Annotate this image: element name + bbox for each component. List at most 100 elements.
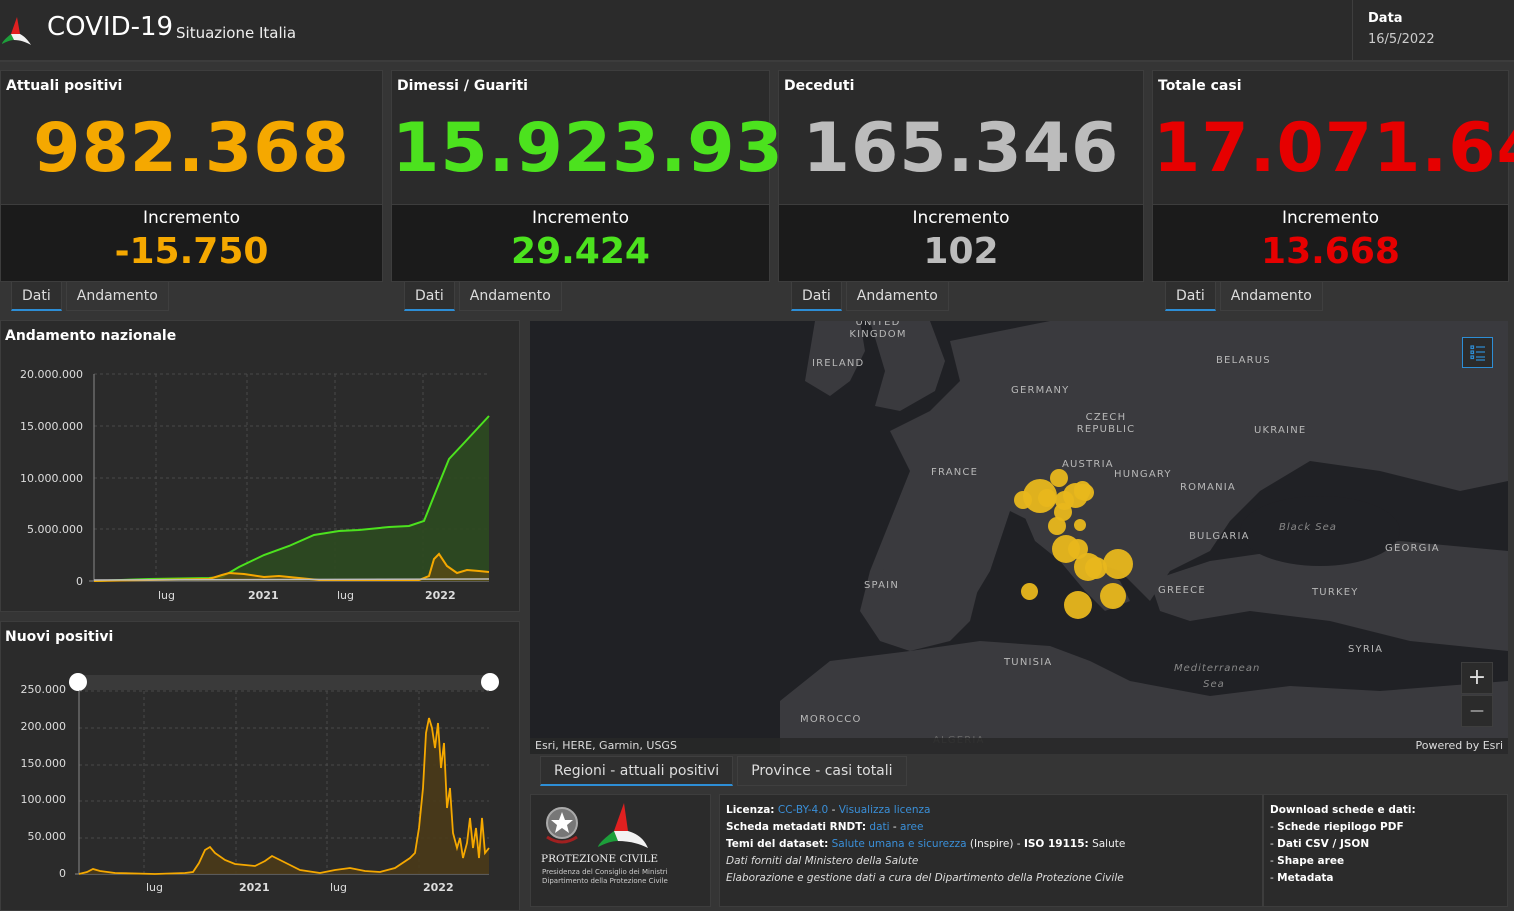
download-csv-json-link[interactable]: Dati CSV / JSON — [1277, 838, 1370, 850]
increment-label: Incremento — [531, 208, 630, 228]
tab-province-casi-totali[interactable]: Province - casi totali — [737, 756, 907, 786]
zoom-in-button[interactable]: + — [1461, 662, 1493, 694]
card-tabs-1: Dati Andamento — [11, 282, 173, 312]
iso-value: Salute — [1092, 838, 1126, 850]
map-view[interactable]: UNITED KINGDOM IRELAND GERMANY CZECH REP… — [530, 321, 1508, 754]
map-label-hungary: HUNGARY — [1114, 469, 1172, 480]
separator: - — [831, 804, 836, 816]
card-tabs-2: Dati Andamento — [404, 282, 566, 312]
region-bubble[interactable] — [1074, 519, 1086, 531]
range-slider-handle-right[interactable] — [481, 673, 499, 691]
y-tick: 0 — [76, 575, 83, 588]
range-slider-handle-left[interactable] — [69, 673, 87, 691]
download-shape-link[interactable]: Shape aree — [1277, 855, 1345, 867]
protezione-civile-logo-icon — [598, 803, 648, 848]
view-license-link[interactable]: Visualizza licenza — [838, 804, 931, 816]
org-line-1: Presidenza del Consiglio dei Ministri — [542, 868, 668, 876]
tab-andamento[interactable]: Andamento — [458, 282, 562, 311]
dataset-info-box: Licenza: CC-BY-4.0 - Visualizza licenza … — [719, 794, 1263, 907]
italian-emblem-icon — [546, 807, 578, 844]
map-label-med-sea: Mediterranean Sea — [1174, 663, 1261, 690]
themes-inspire: (Inspire) - — [969, 838, 1021, 850]
region-bubble[interactable] — [1050, 469, 1068, 487]
range-slider-track[interactable] — [78, 675, 490, 690]
map-label-black-sea: Black Sea — [1279, 522, 1337, 533]
x-tick: lug — [337, 589, 355, 602]
card-increment: Incremento 29.424 — [392, 204, 769, 281]
tab-andamento[interactable]: Andamento — [1219, 282, 1323, 311]
y-tick: 0 — [59, 867, 66, 880]
y-tick: 15.000.000 — [20, 420, 83, 433]
map-label-belarus: BELARUS — [1216, 355, 1271, 366]
map-label-turkey: TURKEY — [1312, 587, 1359, 598]
increment-value: -15.750 — [114, 231, 269, 272]
map-attribution: Esri, HERE, Garmin, USGS — [535, 739, 677, 752]
y-tick: 10.000.000 — [20, 472, 83, 485]
tab-dati[interactable]: Dati — [404, 282, 455, 311]
tab-regioni-attuali-positivi[interactable]: Regioni - attuali positivi — [540, 756, 734, 786]
protezione-civile-logo-icon — [2, 17, 31, 45]
powered-by-esri[interactable]: Powered by Esri — [1415, 739, 1503, 752]
chart-plot-area[interactable] — [89, 371, 491, 583]
map-label-morocco: MOROCCO — [800, 714, 862, 725]
date-value: 16/5/2022 — [1368, 32, 1435, 47]
card-title: Attuali positivi — [6, 78, 123, 94]
chart-nuovi-positivi: Nuovi positivi 250.000 200.000 150.000 1… — [0, 621, 520, 911]
map-label-spain: SPAIN — [864, 580, 900, 591]
card-increment: Incremento 13.668 — [1153, 204, 1508, 281]
download-item: - Shape aree — [1270, 855, 1345, 867]
rndt-dati-link[interactable]: dati — [869, 821, 890, 833]
card-title: Deceduti — [784, 78, 855, 94]
tab-andamento[interactable]: Andamento — [65, 282, 169, 311]
map-layer-tabs: Regioni - attuali positivi Province - ca… — [540, 756, 911, 786]
org-name: PROTEZIONE CIVILE — [541, 853, 659, 865]
tab-dati[interactable]: Dati — [791, 282, 842, 311]
increment-label: Incremento — [1281, 208, 1380, 228]
iso-label: ISO 19115: — [1023, 838, 1089, 850]
download-metadata-link[interactable]: Metadata — [1277, 872, 1334, 884]
region-bubble[interactable] — [1048, 517, 1066, 535]
region-bubble[interactable] — [1064, 591, 1092, 619]
chart-plot-area[interactable] — [75, 688, 491, 876]
license-link[interactable]: CC-BY-4.0 — [777, 804, 829, 816]
map-attribution-bar: Esri, HERE, Garmin, USGS Powered by Esri — [530, 738, 1508, 754]
zoom-out-button[interactable]: — — [1461, 695, 1493, 727]
map-label-ireland: IRELAND — [812, 358, 865, 369]
themes-label: Temi del dataset: — [726, 838, 829, 850]
date-box: Data 16/5/2022 — [1352, 0, 1514, 60]
map-label-czech: CZECH REPUBLIC — [1076, 412, 1136, 435]
x-tick: 2021 — [239, 881, 270, 894]
tab-andamento[interactable]: Andamento — [845, 282, 949, 311]
chart-title: Nuovi positivi — [5, 629, 114, 645]
x-tick: 2022 — [423, 881, 454, 894]
y-tick: 20.000.000 — [20, 368, 83, 381]
x-tick: lug — [146, 881, 164, 894]
card-tabs-4: Dati Andamento — [1165, 282, 1327, 312]
region-bubble[interactable] — [1103, 549, 1133, 579]
license-line: Licenza: CC-BY-4.0 - Visualizza licenza — [726, 802, 1256, 819]
app-title: COVID-19 — [47, 12, 174, 42]
card-tabs-3: Dati Andamento — [791, 282, 953, 312]
downloads-box: Download schede e dati: - Schede riepilo… — [1263, 794, 1508, 907]
rndt-label: Scheda metadati RNDT: — [726, 821, 867, 833]
legend-button[interactable] — [1462, 337, 1493, 368]
tab-dati[interactable]: Dati — [11, 282, 62, 311]
y-tick: 200.000 — [20, 720, 67, 733]
increment-label: Incremento — [142, 208, 241, 228]
y-tick: 100.000 — [20, 793, 67, 806]
region-bubble[interactable] — [1100, 583, 1126, 609]
region-bubble[interactable] — [1085, 557, 1107, 579]
increment-label: Incremento — [912, 208, 1010, 228]
download-item: - Schede riepilogo PDF — [1270, 821, 1404, 833]
region-bubble[interactable] — [1021, 583, 1038, 600]
region-bubble[interactable] — [1038, 489, 1056, 507]
tab-dati[interactable]: Dati — [1165, 282, 1216, 311]
map-label-tunisia: TUNISIA — [1004, 657, 1053, 668]
download-pdf-link[interactable]: Schede riepilogo PDF — [1277, 821, 1404, 833]
region-bubble[interactable] — [1077, 484, 1094, 501]
app-subtitle: Situazione Italia — [176, 24, 297, 42]
themes-link[interactable]: Salute umana e sicurezza — [831, 838, 967, 850]
rndt-aree-link[interactable]: aree — [900, 821, 924, 833]
map-label-france: FRANCE — [931, 467, 979, 478]
region-bubble[interactable] — [1054, 503, 1072, 521]
